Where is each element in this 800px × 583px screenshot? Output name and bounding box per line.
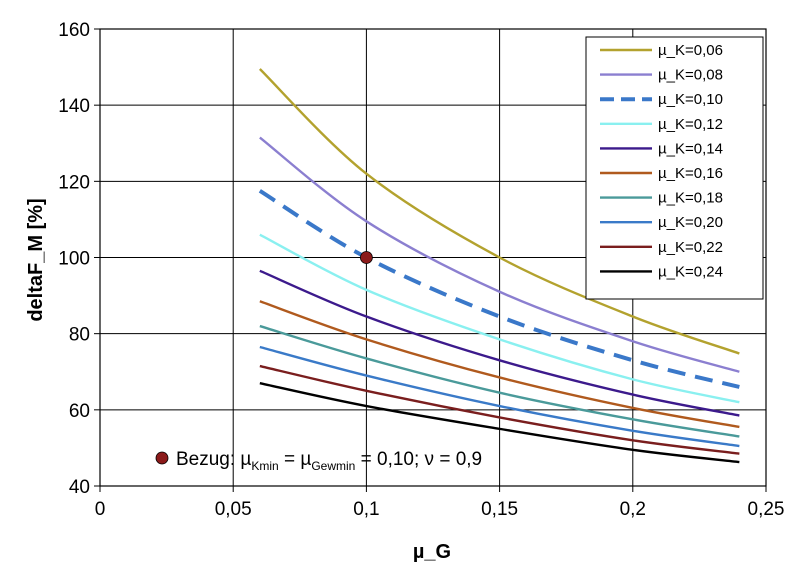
annotation-sub2: Gewmin [311,459,355,473]
series-line-8 [259,364,740,455]
x-tick-label-3: 0,15 [481,499,518,520]
series-line-1 [259,136,740,373]
series-line-9 [259,382,740,464]
legend-label-7: µ_K=0,20 [658,214,723,231]
annotation-sub1: Kmin [251,459,278,473]
x-tick-label-2: 0,1 [353,499,379,520]
series-line-0 [258,68,740,355]
legend-label-3: µ_K=0,12 [658,116,723,133]
legend-label-6: µ_K=0,18 [658,190,723,207]
series-line-7 [259,345,740,448]
legend-label-9: µ_K=0,24 [658,263,723,280]
y-tick-label-4: 120 [58,172,90,193]
x-tick-label-5: 0,25 [748,499,785,520]
annotation-text: Bezug: µKmin = µGewmin = 0,10; ν = 0,9 [176,449,482,473]
tick-labels: 0 0,05 0,1 0,15 0,2 0,25 40 60 80 100 120 140 160 [58,20,784,520]
reference-point [359,251,373,264]
x-tick-label-1: 0,05 [215,499,252,520]
x-axis-title: µ_G [413,541,451,563]
legend-label-2: µ_K=0,10 [658,91,723,108]
y-tick-label-0: 40 [69,477,90,498]
annotation-prefix: Bezug: µ [176,449,251,470]
legend-label-0: µ_K=0,06 [658,42,723,59]
legend: µ_K=0,06 µ_K=0,08 µ_K=0,10 µ_K=0,12 µ_K=0,14… [585,36,764,300]
legend-box [585,36,764,300]
y-tick-label-6: 160 [58,20,90,41]
y-tick-label-5: 140 [58,96,90,117]
y-axis-title: deltaF_M [%] [25,198,47,321]
series-line-4 [259,269,740,417]
legend-label-8: µ_K=0,22 [658,239,723,256]
legend-label-4: µ_K=0,14 [658,140,723,157]
x-tick-label-0: 0 [95,499,106,520]
axes [94,28,767,492]
series-line-5 [259,300,740,429]
annotation-mid: = µ [279,449,312,470]
series-line-6 [259,324,740,438]
annotation-suffix: = 0,10; ν = 0,9 [355,449,482,470]
annotation: Bezug: µKmin = µGewmin = 0,10; ν = 0,9 [155,449,482,473]
y-tick-label-2: 80 [69,325,90,346]
reference-point-marker [359,251,373,264]
legend-label-5: µ_K=0,16 [658,165,723,182]
y-tick-label-3: 100 [58,249,90,270]
legend-label-1: µ_K=0,08 [658,67,723,84]
annotation-marker [155,451,169,465]
series-line-3 [259,233,740,404]
y-tick-label-1: 60 [69,401,90,422]
x-tick-label-4: 0,2 [620,499,646,520]
series-lines [258,68,740,464]
